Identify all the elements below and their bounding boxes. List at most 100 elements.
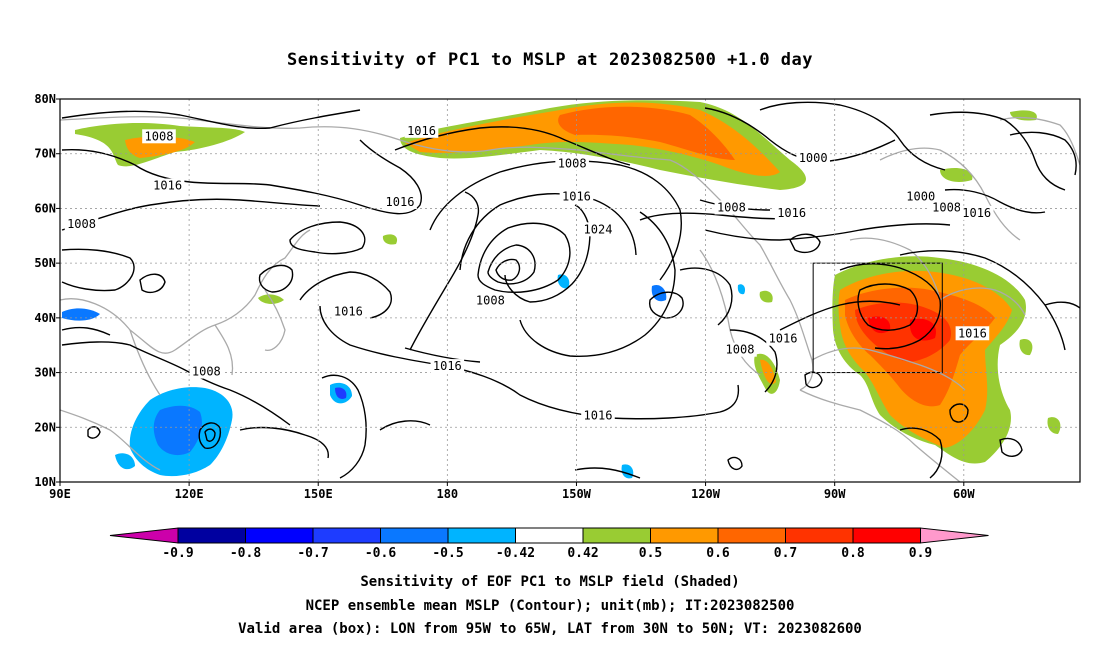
colorbar-label: -0.5: [432, 546, 463, 561]
colorbar-label: 0.7: [774, 546, 797, 561]
colorbar-label: 0.6: [706, 546, 730, 561]
colorbar-high-triangle: [920, 527, 989, 544]
colorbar-low-triangle: [109, 527, 179, 544]
contour-label: 1008: [726, 343, 755, 357]
shade-lowlat-blue-dark: [335, 387, 347, 399]
contour-label-bg: [959, 205, 994, 220]
lat-label: 40N: [34, 311, 56, 325]
contour-label: 1024: [584, 222, 613, 236]
contour-label: 1008: [717, 200, 746, 214]
contour-label: 1016: [334, 304, 363, 318]
contour-label-bg: [581, 408, 615, 423]
contour-label: 1016: [433, 359, 462, 373]
map-title: Sensitivity of PC1 to MSLP at 2023082500…: [286, 50, 813, 70]
shade-na-blue-small: [737, 284, 746, 295]
colorbar-label: -0.42: [496, 546, 535, 561]
contour-label: 1016: [153, 179, 182, 193]
colorbar-swatch: [312, 527, 381, 544]
colorbar-swatch: [245, 527, 314, 544]
contour-label: 1000: [906, 189, 935, 203]
shade-na-peak-2: [909, 318, 936, 341]
colorbar-swatch: [515, 527, 584, 544]
contour-label-bg: [383, 194, 417, 209]
shade-pac-blue-1: [651, 284, 667, 302]
contour-label: 1000: [799, 151, 828, 165]
shade-sea-cyan-2: [115, 453, 135, 470]
colorbar-label: -0.6: [365, 546, 396, 561]
longitude-labels: 90E 120E 150E 180 150W 120W 90W 60W: [49, 482, 975, 501]
contour-label: 1016: [777, 206, 806, 220]
contour-label: 1016: [584, 408, 613, 422]
colorbar-swatch: [717, 527, 786, 544]
contour-label-bg: [473, 293, 508, 308]
contour-label-bg: [189, 364, 224, 379]
contour-label-bg: [774, 205, 809, 220]
contour-label-bg: [955, 326, 990, 341]
colorbar-label: -0.7: [297, 546, 328, 561]
lat-label: 70N: [34, 147, 56, 161]
contour-label-bg: [929, 200, 964, 215]
lon-label: 120W: [691, 487, 721, 501]
lon-label: 120E: [175, 487, 204, 501]
contour-label-bg: [714, 200, 749, 215]
contour-label-bg: [555, 156, 589, 171]
colorbar-swatch: [177, 527, 246, 544]
map-frame: [59, 98, 1081, 483]
shade-atl-green-2: [1047, 417, 1061, 434]
contour-label: 1016: [407, 124, 436, 138]
contour-label-bg: [559, 189, 594, 204]
colorbar-label: 0.8: [841, 546, 865, 561]
caption-line-1: Sensitivity of EOF PC1 to MSLP field (Sh…: [360, 574, 740, 590]
lat-label: 60N: [34, 201, 56, 215]
shade-sea-blue: [153, 405, 202, 456]
colorbar-swatch: [447, 527, 516, 544]
contour-label-bg: [903, 189, 938, 204]
contour-label-bg: [581, 222, 615, 237]
contour-label-bg: [723, 342, 757, 357]
contour-label: 1008: [476, 293, 505, 307]
shade-arctic-east-2: [940, 168, 973, 182]
gridlines: [60, 99, 1080, 482]
contour-label: 1016: [769, 332, 798, 346]
caption-line-3: Valid area (box): LON from 95W to 65W, L…: [238, 621, 862, 637]
contour-label: 1016: [958, 326, 987, 340]
shaded-sensitivity: [62, 100, 1061, 479]
contour-label-bg: [150, 178, 185, 193]
lon-label: 60W: [953, 487, 975, 501]
shade-na-peak: [868, 316, 891, 334]
lat-label: 10N: [34, 475, 56, 489]
lat-label: 20N: [34, 420, 56, 434]
colorbar-label: 0.42: [567, 546, 598, 561]
contour-label-bg: [430, 359, 465, 374]
latitude-labels: 80N 70N 60N 50N 40N 30N 20N 10N: [34, 92, 60, 489]
shade-na-green-small: [759, 290, 773, 303]
shade-gulf-orange: [760, 359, 776, 384]
lon-label: 90W: [824, 487, 846, 501]
contour-label: 1016: [962, 206, 991, 220]
colorbar-swatch: [852, 527, 921, 544]
colorbar-swatch: [380, 527, 449, 544]
colorbar-label: -0.8: [230, 546, 261, 561]
caption-line-2: NCEP ensemble mean MSLP (Contour); unit(…: [305, 598, 795, 614]
lat-label: 50N: [34, 256, 56, 270]
lon-label: 150E: [304, 487, 333, 501]
lat-label: 80N: [34, 92, 56, 106]
colorbar: -0.9 -0.8 -0.7 -0.6 -0.5 -0.42 0.42 0.5 0.6 0.7 0.…: [109, 527, 989, 561]
contour-label: 1008: [67, 217, 96, 231]
shade-bering-green: [382, 234, 398, 245]
colorbar-swatch: [582, 527, 651, 544]
contour-label: 1008: [932, 200, 961, 214]
contour-label-bg: [331, 304, 366, 319]
contour-label-bg: [796, 151, 830, 166]
colorbar-label: 0.5: [639, 546, 662, 561]
contour-label: 1008: [145, 129, 174, 143]
contour-label: 1008: [558, 157, 587, 171]
shade-arctic-central-dark: [558, 106, 735, 160]
lon-label: 150W: [562, 487, 592, 501]
lat-label: 30N: [34, 366, 56, 380]
contour-label-bg: [142, 129, 176, 144]
contour-label-bg: [766, 331, 800, 346]
lon-label: 180: [436, 487, 458, 501]
